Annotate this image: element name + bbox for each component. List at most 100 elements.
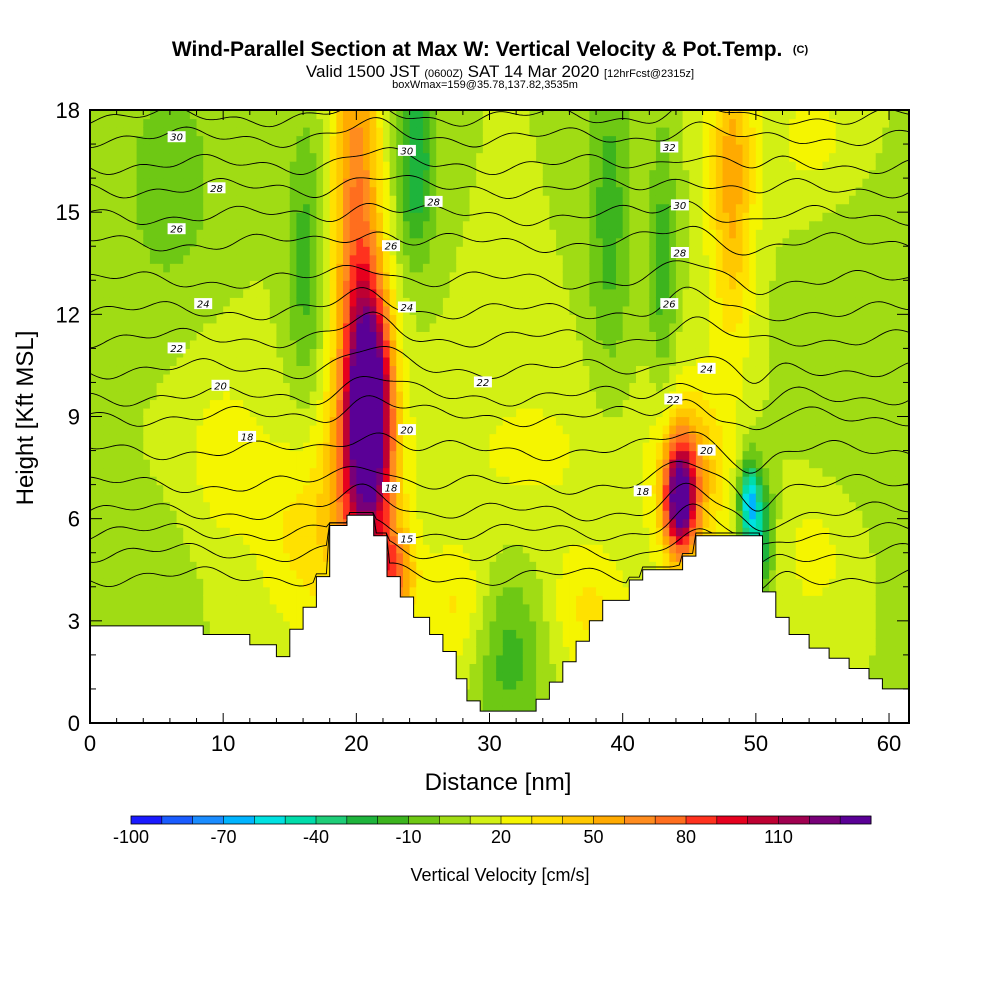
w-cell	[416, 569, 424, 579]
w-cell	[156, 348, 164, 358]
w-cell	[489, 433, 497, 443]
w-cell	[176, 322, 184, 332]
w-cell	[496, 467, 504, 477]
w-cell	[536, 688, 544, 699]
w-cell	[243, 612, 251, 622]
w-cell	[236, 152, 244, 162]
w-cell	[156, 416, 164, 426]
w-cell	[90, 322, 98, 332]
w-cell	[269, 178, 278, 188]
w-cell	[283, 569, 291, 579]
w-cell	[462, 671, 471, 682]
w-cell	[356, 314, 364, 324]
w-cell	[183, 544, 191, 554]
w-cell	[429, 629, 437, 639]
w-cell	[96, 220, 104, 230]
w-cell	[496, 535, 504, 545]
w-cell	[402, 552, 411, 562]
w-cell	[489, 161, 497, 171]
w-cell	[323, 305, 331, 315]
w-cell	[542, 229, 551, 239]
w-cell	[196, 510, 204, 520]
w-cell	[476, 569, 484, 579]
w-cell	[203, 254, 211, 264]
w-cell	[363, 314, 371, 324]
w-cell	[343, 127, 351, 137]
w-cell	[163, 552, 171, 562]
w-cell	[396, 212, 404, 222]
w-cell	[449, 407, 457, 418]
w-cell	[516, 178, 524, 188]
w-cell	[103, 484, 111, 494]
w-cell	[90, 203, 98, 213]
w-cell	[196, 595, 204, 605]
w-cell	[502, 305, 511, 315]
w-cell	[283, 450, 291, 460]
w-cell	[436, 620, 444, 630]
w-cell	[476, 510, 484, 520]
w-cell	[442, 331, 451, 341]
w-cell	[123, 612, 131, 622]
w-cell	[209, 595, 218, 605]
w-cell	[123, 459, 131, 469]
w-cell	[263, 203, 271, 213]
w-cell	[149, 229, 158, 239]
w-cell	[96, 373, 104, 384]
w-cell	[376, 399, 384, 409]
w-cell	[382, 203, 391, 213]
w-cell	[343, 339, 351, 349]
w-cell	[109, 271, 118, 281]
w-cell	[456, 407, 464, 418]
w-cell	[363, 510, 371, 520]
w-cell	[96, 331, 104, 341]
w-cell	[522, 467, 531, 477]
w-cell	[509, 442, 517, 452]
w-cell	[289, 399, 298, 409]
w-cell	[249, 237, 258, 247]
w-cell	[489, 365, 497, 375]
w-cell	[522, 416, 531, 426]
w-cell	[482, 697, 491, 707]
w-cell	[436, 331, 444, 341]
w-cell	[502, 178, 511, 188]
w-cell	[109, 476, 118, 486]
w-cell	[249, 552, 258, 562]
w-cell	[509, 305, 517, 315]
w-cell	[303, 356, 311, 367]
w-cell	[469, 646, 477, 656]
w-cell	[103, 595, 111, 605]
w-cell	[476, 127, 484, 137]
w-cell	[456, 161, 464, 171]
w-cell	[303, 135, 311, 145]
w-cell	[529, 356, 537, 367]
w-cell	[196, 569, 204, 579]
w-cell	[489, 314, 497, 324]
w-cell	[469, 161, 477, 171]
w-cell	[96, 450, 104, 460]
w-cell	[542, 595, 551, 605]
w-cell	[123, 518, 131, 528]
w-cell	[416, 382, 424, 392]
w-cell	[256, 484, 264, 494]
w-cell	[489, 399, 497, 409]
w-cell	[176, 578, 184, 588]
w-cell	[263, 280, 271, 290]
w-cell	[123, 135, 131, 145]
w-cell	[536, 297, 544, 307]
w-cell	[236, 331, 244, 341]
w-cell	[396, 527, 404, 537]
w-cell	[296, 118, 304, 128]
w-cell	[276, 254, 284, 264]
w-cell	[216, 535, 224, 545]
w-cell	[90, 433, 98, 443]
w-cell	[442, 169, 451, 179]
w-cell	[522, 348, 531, 358]
w-cell	[123, 331, 131, 341]
w-cell	[163, 569, 171, 579]
w-cell	[163, 382, 171, 392]
w-cell	[309, 305, 317, 315]
w-cell	[209, 144, 218, 154]
w-cell	[149, 620, 158, 630]
w-cell	[462, 654, 471, 664]
w-cell	[203, 450, 211, 460]
